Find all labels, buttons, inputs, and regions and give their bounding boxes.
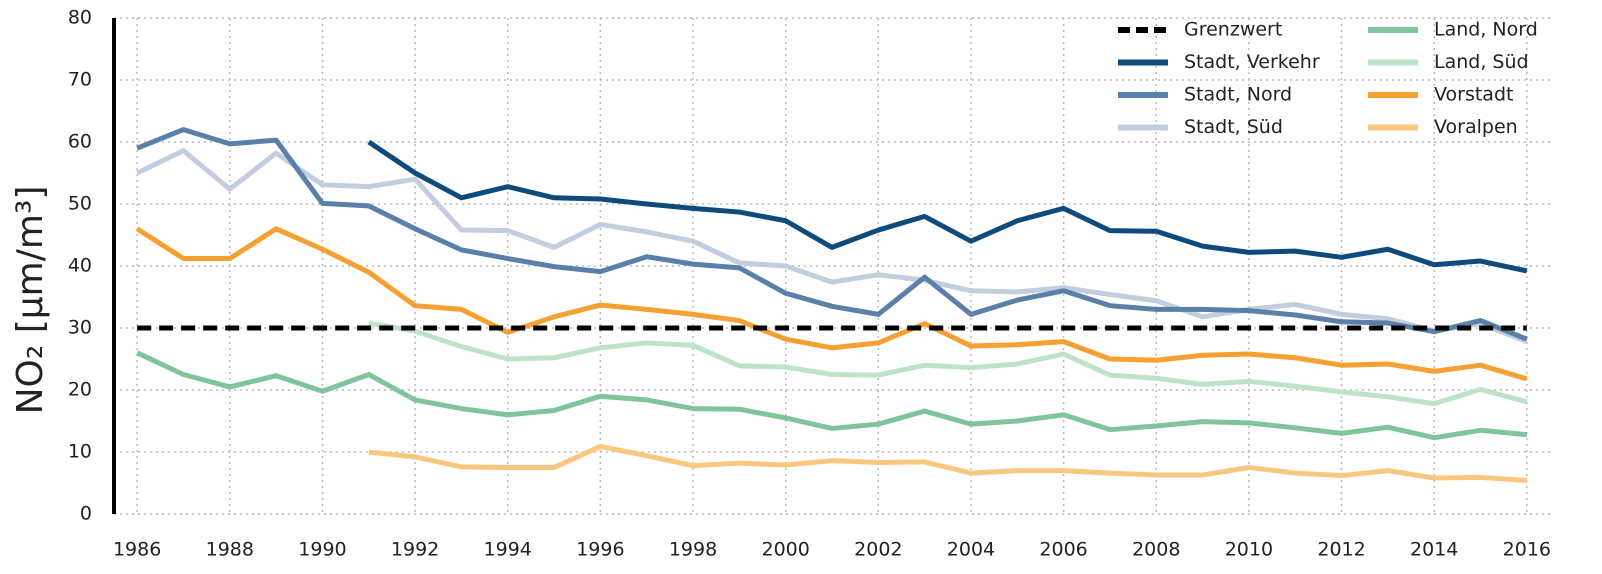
legend-label: Stadt, Süd — [1184, 116, 1283, 138]
legend-label: Stadt, Verkehr — [1184, 51, 1320, 73]
series-line — [368, 443, 1528, 484]
legend-label: Grenzwert — [1184, 19, 1282, 41]
series-line — [135, 226, 1528, 382]
series-line — [136, 350, 1528, 441]
x-tick-label: 1992 — [391, 539, 439, 561]
y-tick-label: 20 — [68, 379, 92, 401]
legend-label: Vorstadt — [1434, 84, 1513, 106]
x-tick-label: 1990 — [298, 539, 346, 561]
legend-label: Land, Nord — [1434, 19, 1538, 41]
legend-label: Land, Süd — [1434, 51, 1529, 73]
x-tick-label: 1988 — [206, 539, 254, 561]
y-axis-title: NO₂ [µm/m³] — [10, 186, 51, 415]
legend-label: Stadt, Nord — [1184, 84, 1292, 106]
y-tick-label: 50 — [68, 193, 92, 215]
x-tick-label: 2006 — [1039, 539, 1087, 561]
x-tick-label: 1986 — [113, 539, 161, 561]
x-tick-label: 1994 — [484, 539, 532, 561]
y-tick-label: 10 — [68, 441, 92, 463]
x-tick-label: 2012 — [1317, 539, 1365, 561]
x-tick-label: 2016 — [1503, 539, 1551, 561]
x-tick-label: 2004 — [947, 539, 995, 561]
y-tick-label: 60 — [68, 131, 92, 153]
y-tick-label: 30 — [68, 317, 92, 339]
x-tick-label: 2000 — [761, 539, 809, 561]
legend-label: Voralpen — [1434, 116, 1518, 138]
y-tick-label: 70 — [68, 69, 92, 91]
series-line — [136, 148, 1528, 344]
series-line — [136, 127, 1528, 342]
y-tick-label: 40 — [68, 255, 92, 277]
y-tick-label: 80 — [68, 7, 92, 29]
x-tick-label: 1998 — [669, 539, 717, 561]
x-tick-label: 2010 — [1225, 539, 1273, 561]
y-tick-label: 0 — [80, 503, 92, 525]
x-tick-label: 2002 — [854, 539, 902, 561]
series-line — [368, 320, 1528, 407]
x-tick-label: 2014 — [1410, 539, 1458, 561]
series-line — [367, 139, 1528, 274]
x-tick-label: 1996 — [576, 539, 624, 561]
x-tick-label: 2008 — [1132, 539, 1180, 561]
